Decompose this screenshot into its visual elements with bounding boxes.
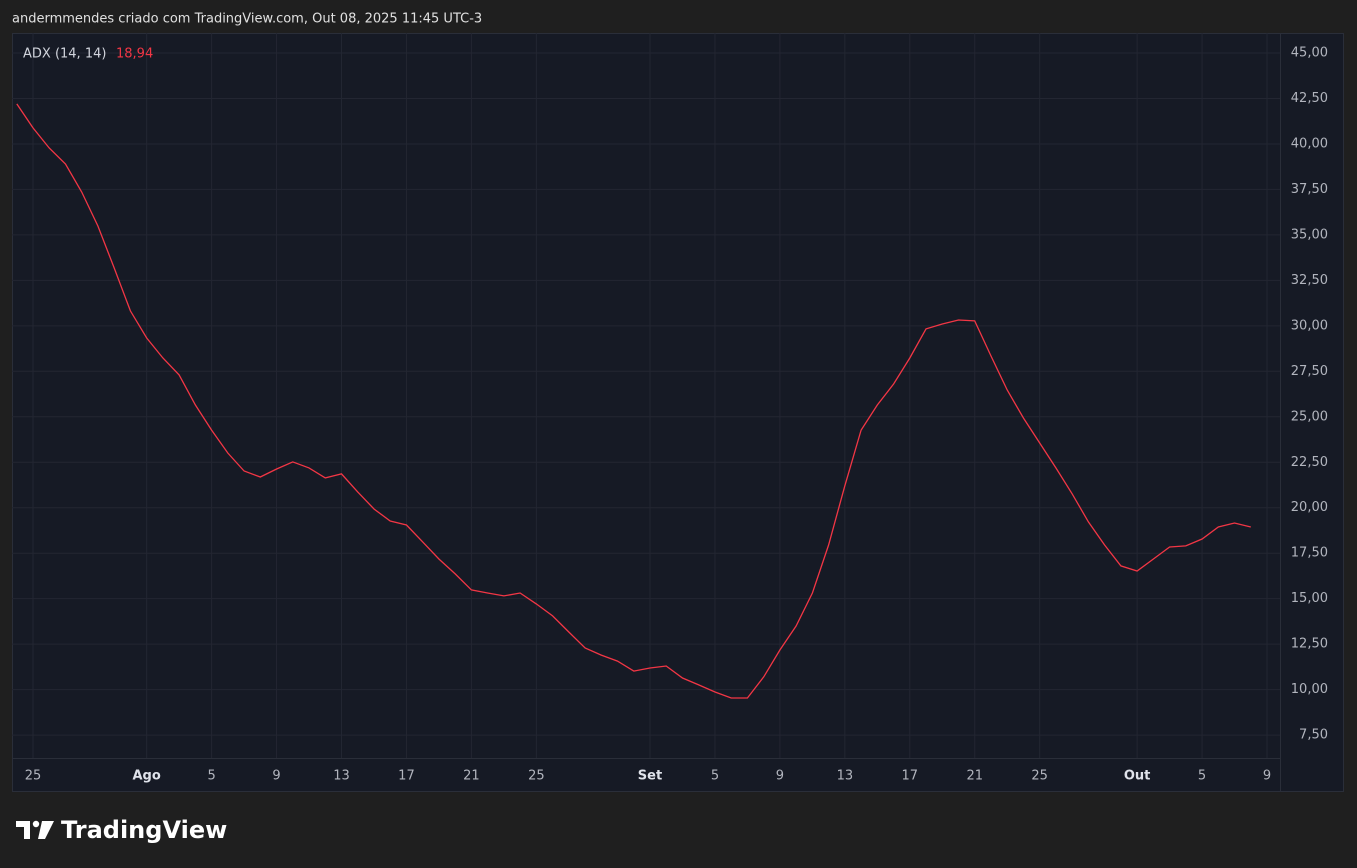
y-tick-label: 30,00 bbox=[1291, 318, 1328, 333]
y-tick-label: 22,50 bbox=[1291, 455, 1328, 470]
x-tick-label: 13 bbox=[837, 769, 854, 784]
x-tick-label: 25 bbox=[528, 769, 545, 784]
logo-part bbox=[16, 821, 30, 839]
y-tick-label: 32,50 bbox=[1291, 273, 1328, 288]
y-tick-label: 12,50 bbox=[1291, 637, 1328, 652]
legend-name: ADX (14, 14) bbox=[23, 47, 106, 62]
y-tick-label: 40,00 bbox=[1291, 136, 1328, 151]
x-tick-label: 17 bbox=[398, 769, 415, 784]
y-tick-label: 17,50 bbox=[1291, 546, 1328, 561]
logo-part bbox=[38, 821, 54, 839]
legend-value: 18,94 bbox=[116, 47, 153, 62]
x-tick-label: 21 bbox=[966, 769, 983, 784]
x-tick-label: 5 bbox=[1198, 769, 1206, 784]
y-tick-label: 20,00 bbox=[1291, 500, 1328, 515]
x-tick-label: Ago bbox=[133, 769, 161, 784]
x-tick-label: 25 bbox=[25, 769, 42, 784]
y-tick-label: 45,00 bbox=[1291, 46, 1328, 61]
x-tick-label: 21 bbox=[463, 769, 480, 784]
x-tick-label: 5 bbox=[711, 769, 719, 784]
y-tick-label: 35,00 bbox=[1291, 227, 1328, 242]
y-tick-label: 37,50 bbox=[1291, 182, 1328, 197]
grid bbox=[12, 33, 1280, 758]
chart-panel bbox=[12, 33, 1344, 792]
axis-labels: 7,50 10,00 12,50 15,00 17,50 20,00 22,50 25,00 2… bbox=[25, 46, 1328, 784]
x-tick-label: 9 bbox=[272, 769, 280, 784]
y-tick-label: 7,50 bbox=[1299, 728, 1328, 743]
x-tick-label: 9 bbox=[776, 769, 784, 784]
x-tick-label: 13 bbox=[333, 769, 350, 784]
x-tick-label: Out bbox=[1124, 769, 1151, 784]
y-tick-label: 27,50 bbox=[1291, 364, 1328, 379]
x-tick-label: 9 bbox=[1263, 769, 1271, 784]
header-credit: andermmendes criado com TradingView.com,… bbox=[12, 12, 482, 27]
x-tick-label: Set bbox=[638, 769, 662, 784]
logo-icon bbox=[16, 820, 54, 839]
logo-text: TradingView bbox=[61, 816, 227, 844]
x-tick-label: 25 bbox=[1031, 769, 1048, 784]
y-tick-label: 10,00 bbox=[1291, 682, 1328, 697]
y-tick-label: 25,00 bbox=[1291, 409, 1328, 424]
logo-part bbox=[32, 820, 40, 828]
y-tick-label: 42,50 bbox=[1291, 91, 1328, 106]
x-tick-label: 5 bbox=[207, 769, 215, 784]
plot-area bbox=[16, 103, 1251, 699]
line-series bbox=[16, 103, 1251, 699]
x-tick-label: 17 bbox=[902, 769, 919, 784]
y-tick-label: 15,00 bbox=[1291, 591, 1328, 606]
